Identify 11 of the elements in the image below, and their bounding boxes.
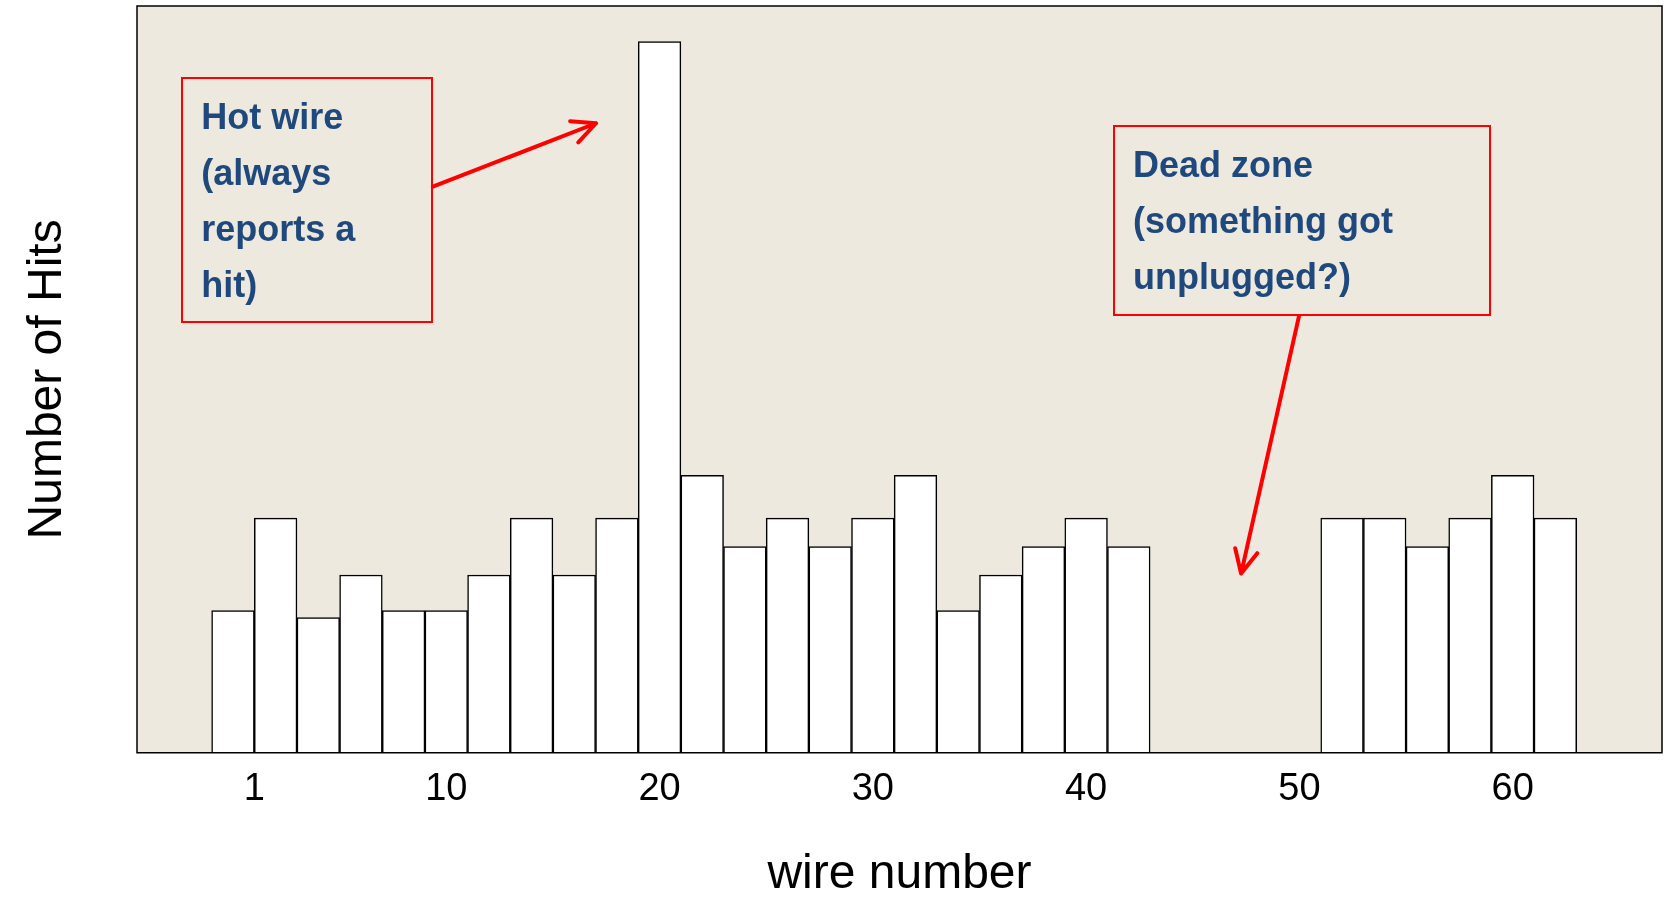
- x-tick-label: 40: [1064, 766, 1108, 809]
- x-tick-label: 30: [851, 766, 894, 809]
- x-tick-label: 50: [1278, 766, 1321, 809]
- annotation: Dead zone (something got unplugged?): [1113, 125, 1492, 316]
- annotation: Hot wire (always reports a hit): [181, 76, 433, 324]
- x-tick-label: 20: [638, 766, 681, 809]
- x-tick-label: 10: [425, 766, 468, 809]
- y-axis-title: Number of Hits: [18, 219, 72, 540]
- x-tick-label: 1: [243, 766, 265, 809]
- x-axis-title: wire number: [766, 845, 1032, 899]
- x-tick-label: 60: [1491, 766, 1534, 809]
